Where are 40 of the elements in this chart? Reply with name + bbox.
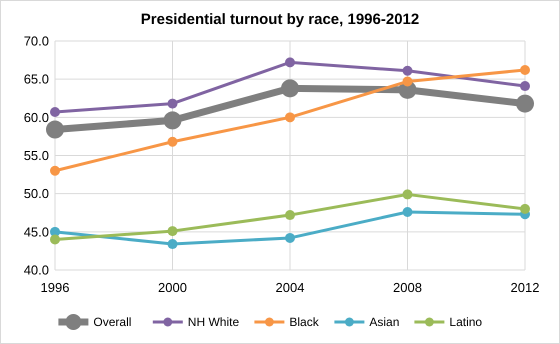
legend-label: Black — [289, 315, 320, 330]
legend-label: NH White — [188, 315, 240, 330]
x-tick-label: 1996 — [40, 280, 70, 295]
x-tick-label: 2004 — [276, 280, 304, 295]
y-tick-label: 65.0 — [24, 72, 49, 87]
chart-title: Presidential turnout by race, 1996-2012 — [140, 11, 420, 28]
point — [520, 65, 530, 76]
y-tick-label: 50.0 — [24, 186, 49, 202]
point — [50, 234, 60, 244]
x-tick-label: 2012 — [510, 280, 540, 295]
point — [46, 120, 64, 139]
legend-label: Asian — [369, 315, 400, 330]
legend-label: Latino — [449, 315, 482, 330]
y-tick-label: 60.0 — [24, 110, 49, 125]
y-tick-label: 40.0 — [24, 262, 49, 278]
point — [285, 57, 295, 68]
point — [168, 239, 178, 250]
y-tick-label: 55.0 — [24, 148, 49, 164]
point — [402, 189, 412, 200]
point — [50, 106, 60, 117]
point — [285, 232, 295, 243]
point — [402, 206, 412, 217]
point — [402, 76, 412, 86]
legend-label: Overall — [93, 315, 132, 330]
point — [168, 226, 178, 236]
point — [168, 136, 178, 147]
point — [168, 98, 178, 109]
point — [164, 111, 182, 130]
y-tick-label: 70.0 — [24, 34, 49, 49]
point — [281, 79, 299, 98]
point — [50, 166, 60, 176]
point — [285, 210, 295, 220]
y-tick-label: 45.0 — [24, 224, 49, 240]
point — [402, 66, 412, 76]
x-tick-label: 2008 — [393, 280, 422, 295]
point — [285, 112, 295, 122]
x-tick-label: 2000 — [158, 280, 187, 295]
point — [516, 94, 534, 113]
point — [520, 81, 530, 92]
point — [520, 204, 530, 214]
